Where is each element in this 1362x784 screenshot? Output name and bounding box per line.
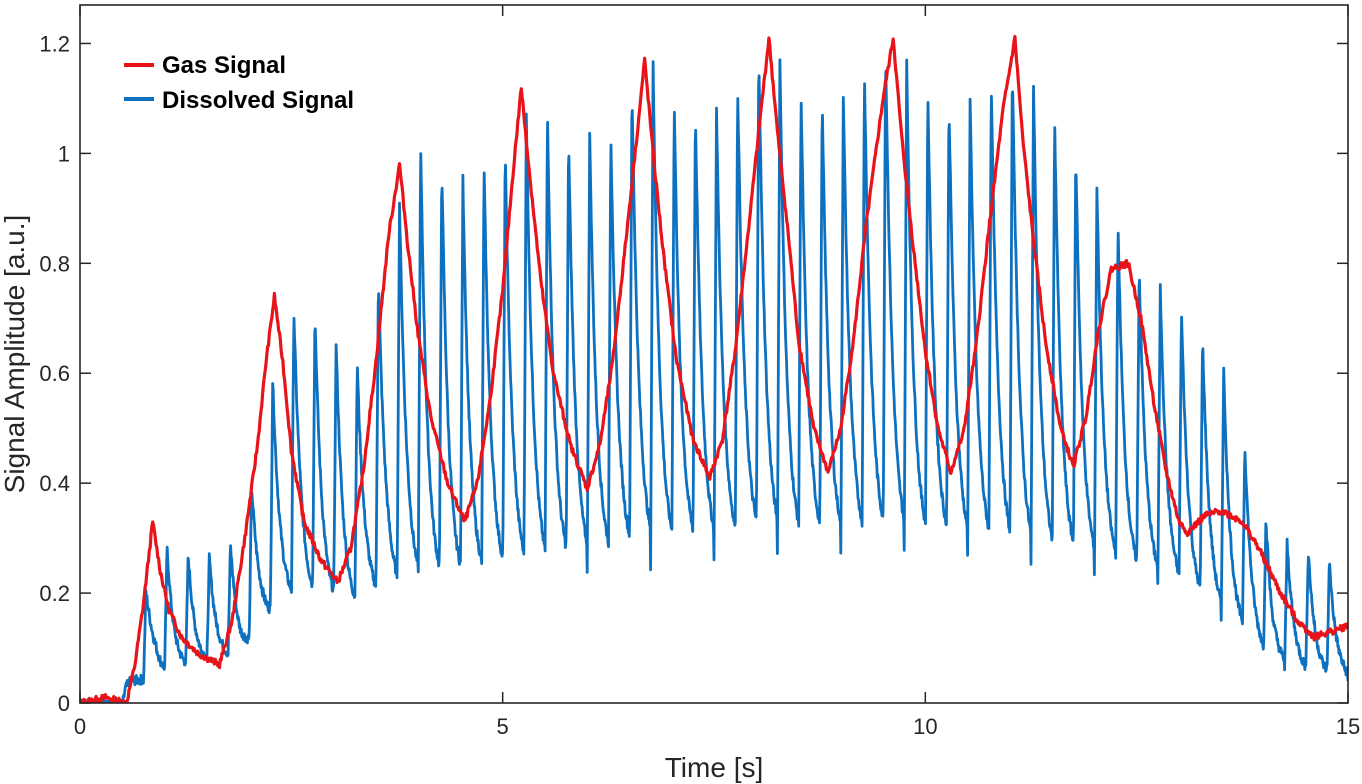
series-line-gas (80, 34, 1348, 703)
legend-label-dissolved: Dissolved Signal (162, 87, 354, 114)
series-line-dissolved (80, 58, 1348, 703)
y-tick-label: 0.8 (39, 251, 70, 276)
y-tick-label: 0.4 (39, 471, 70, 496)
series-layer (80, 34, 1348, 703)
y-tick-label: 1.2 (39, 31, 70, 56)
y-tick-label: 0 (58, 691, 70, 716)
axes-layer (79, 4, 1349, 704)
legend: Gas Signal Dissolved Signal (124, 52, 354, 114)
y-axis-title: Signal Amplitude [a.u.] (0, 215, 30, 494)
y-tick-label: 0.2 (39, 581, 70, 606)
x-tick-label: 0 (74, 714, 86, 739)
x-tick-label: 10 (913, 714, 937, 739)
x-tick-label: 5 (497, 714, 509, 739)
y-tick-label: 1 (58, 141, 70, 166)
legend-label-gas: Gas Signal (162, 52, 286, 79)
ticks-layer: 0 5 10 15 0 0.2 0.4 0.6 0.8 1 1.2 (39, 5, 1360, 739)
plot-frame (79, 4, 1349, 704)
x-tick-label: 15 (1336, 714, 1360, 739)
y-tick-label: 0.6 (39, 361, 70, 386)
x-axis-title: Time [s] (665, 752, 764, 783)
